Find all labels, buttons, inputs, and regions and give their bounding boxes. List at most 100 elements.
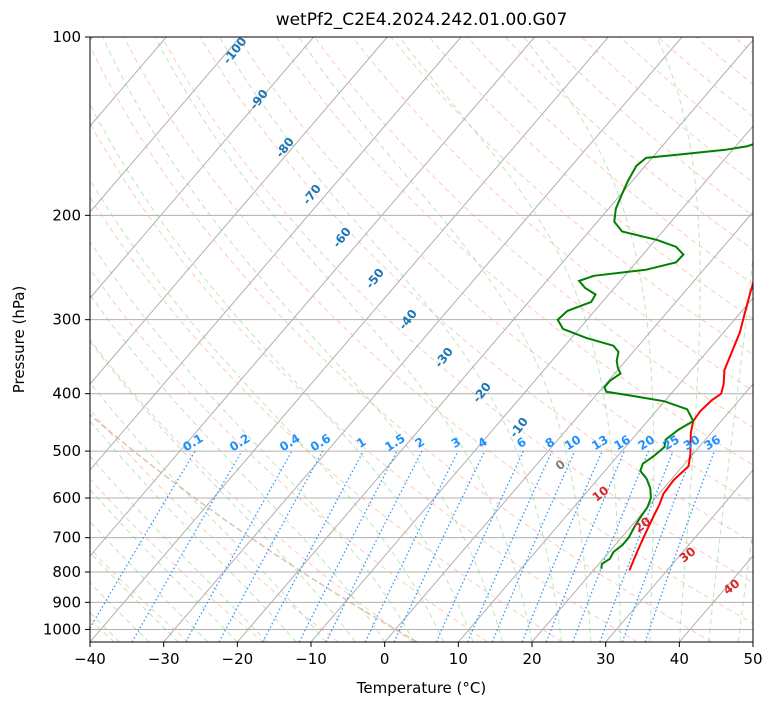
moist-adiabat-label: -50 [363, 266, 387, 292]
x-tick-label: 50 [743, 650, 762, 668]
y-tick-label: 500 [52, 442, 81, 460]
moist-adiabat [90, 455, 268, 642]
temperature-profile [628, 280, 753, 571]
mixing-ratio-line [262, 450, 364, 642]
mixing-ratio-line [298, 450, 398, 642]
dry-adiabat [161, 37, 753, 584]
moist-adiabat [90, 293, 386, 642]
x-axis-title: Temperature (°C) [356, 679, 486, 697]
mixing-ratio-label: 16 [611, 432, 633, 453]
dry-adiabat [237, 37, 753, 504]
dry-adiabat [90, 478, 264, 642]
moist-adiabat [523, 37, 655, 642]
isotherm-gridline [752, 641, 753, 642]
y-tick-label: 900 [52, 593, 81, 611]
mixing-ratio-line [466, 450, 553, 642]
dry-adiabat [505, 37, 753, 251]
x-tick-label: 0 [380, 650, 390, 668]
mixing-ratio-label: 10 [562, 432, 584, 453]
x-tick-label: 30 [596, 650, 615, 668]
x-tick-label: 20 [522, 650, 541, 668]
moist-adiabat [90, 103, 474, 642]
dry-adiabat [90, 45, 712, 642]
dry-adiabat-label: 40 [721, 576, 743, 597]
dry-adiabat [90, 268, 488, 642]
dry-adiabat [90, 338, 414, 642]
x-tick-label: 10 [449, 650, 468, 668]
mixing-ratio-line [393, 450, 486, 642]
isotherm-gridline [384, 211, 753, 642]
moist-adiabat [218, 37, 562, 642]
x-tick-label: −40 [74, 650, 106, 668]
moist-adiabat [90, 420, 297, 642]
isotherm-gridline [90, 37, 536, 557]
dry-adiabat [275, 37, 753, 466]
isotherm-gridline [531, 383, 753, 642]
mixing-ratio-line [90, 450, 196, 630]
y-tick-label: 200 [52, 206, 81, 224]
mixing-ratio-line [572, 450, 650, 642]
mixing-ratio-label: 3 [449, 435, 464, 451]
moist-adiabat-label: -80 [273, 135, 297, 161]
moist-adiabat [90, 240, 415, 642]
y-tick-label: 100 [52, 28, 81, 46]
mixing-ratio-line [599, 450, 674, 642]
dry-adiabat [390, 37, 753, 356]
moist-adiabat [90, 178, 445, 642]
moist-adiabat-label: -20 [470, 380, 494, 406]
moist-adiabat-label: -10 [507, 415, 531, 441]
isotherm-gridline [236, 39, 753, 642]
moist-adiabat-label: -60 [330, 225, 354, 251]
mixing-ratio-line [491, 450, 576, 642]
dry-adiabat-label: 10 [590, 483, 612, 504]
dry-adiabat [90, 122, 638, 642]
moist-adiabat [298, 37, 592, 642]
moist-adiabat [737, 528, 753, 642]
isotherm-gridline [310, 125, 753, 642]
y-tick-label: 600 [52, 489, 81, 507]
moist-adiabat-label: -30 [432, 345, 456, 371]
mixing-ratio-line [325, 450, 423, 642]
mixing-ratio-line [521, 450, 603, 642]
moist-adiabat-label: -100 [220, 34, 250, 66]
mixing-ratio-line [218, 450, 324, 642]
dry-adiabat [352, 37, 753, 392]
dry-adiabat [123, 37, 753, 624]
mixing-ratio-line [364, 450, 459, 642]
isotherm-gridline [90, 37, 241, 213]
isotherm-gridline [90, 37, 388, 385]
reference-curve [90, 413, 418, 642]
mixing-ratio-line [644, 450, 715, 642]
mixing-ratio-label: 30 [681, 432, 703, 453]
isotherm-gridline [163, 37, 683, 642]
dry-adiabat-label: 20 [632, 514, 654, 535]
plot-frame [89, 36, 754, 643]
dry-adiabat [466, 37, 753, 285]
moist-adiabat [90, 340, 356, 642]
dry-adiabat [199, 37, 753, 544]
y-tick-label: 800 [52, 563, 81, 581]
moist-adiabat [154, 37, 533, 642]
isotherm-gridline [605, 469, 753, 642]
y-tick-label: 1000 [43, 620, 81, 638]
dewpoint-profile [556, 143, 753, 569]
y-axis-title: Pressure (hPa) [10, 286, 28, 394]
y-tick-label: 400 [52, 385, 81, 403]
isotherm-gridline [90, 37, 462, 471]
axes: −40 −30 −20 −10 0 10 20 30 40 5010020030040050060… [10, 28, 763, 697]
dry-adiabat [733, 37, 753, 54]
x-tick-label: −10 [295, 650, 327, 668]
moist-adiabat [398, 37, 621, 642]
moist-adiabat-label: -70 [300, 182, 324, 208]
isotherm-gridline [90, 37, 315, 299]
x-tick-label: 40 [670, 650, 689, 668]
moist-adiabat-label: -40 [396, 307, 420, 333]
dry-adiabat-label: 30 [677, 544, 699, 565]
profile-lines [556, 143, 753, 571]
x-tick-label: −20 [222, 650, 254, 668]
mixing-ratio-line [621, 450, 695, 642]
mixing-ratio-line [185, 450, 293, 642]
y-tick-label: 700 [52, 529, 81, 547]
